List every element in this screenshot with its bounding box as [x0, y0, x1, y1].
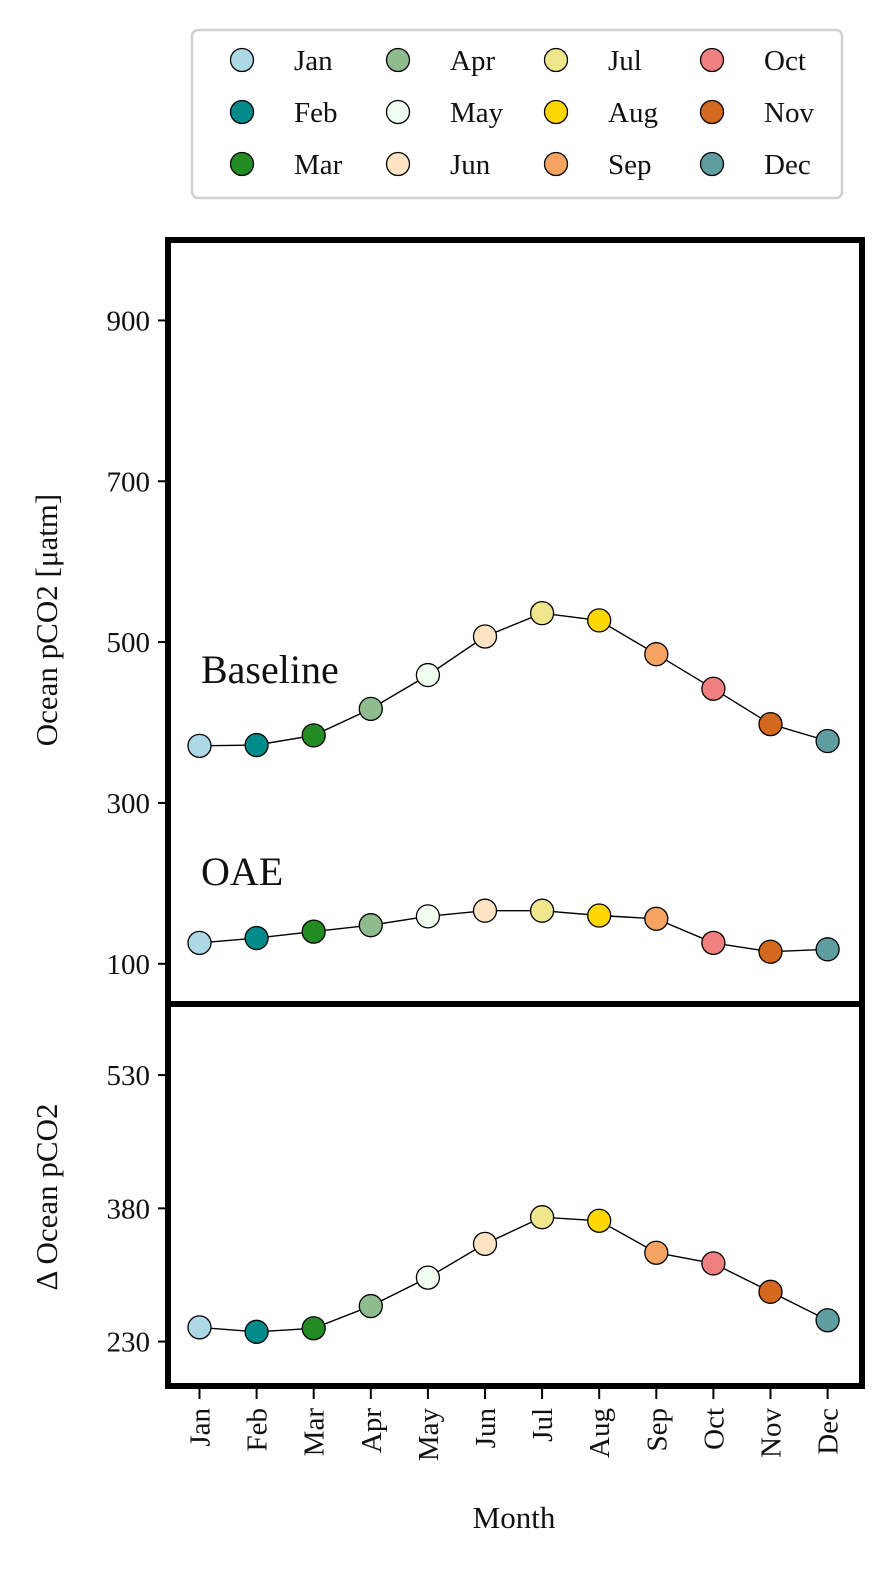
y-tick-label-0-100: 100	[107, 949, 151, 981]
point-0-1-may	[415, 904, 441, 929]
legend-label-apr: Apr	[450, 45, 495, 77]
point-0-0-dec	[815, 728, 840, 754]
annotation-baseline: Baseline	[201, 647, 339, 692]
series-line-0-1	[199, 910, 828, 953]
legend-marker-jun	[385, 151, 411, 177]
x-tick-label-dec: Dec	[813, 1408, 845, 1455]
point-0-0-aug	[587, 608, 612, 633]
point-0-1-aug	[587, 903, 612, 928]
y-tick-label-1-230: 230	[107, 1327, 151, 1359]
legend-marker-aug	[543, 99, 569, 125]
y-tick-label-0-700: 700	[107, 466, 151, 498]
legend-label-sep: Sep	[608, 149, 652, 181]
delta-panel: 230 380 530	[107, 1001, 865, 1389]
legend-label-may: May	[450, 97, 504, 129]
point-0-0-jan	[187, 733, 212, 758]
point-0-0-feb	[244, 732, 269, 758]
y-tick-label-0-300: 300	[107, 788, 151, 820]
legend-frame	[190, 28, 844, 200]
legend-label-feb: Feb	[294, 97, 338, 129]
point-1-0-jun	[472, 1231, 498, 1257]
x-tick-label-apr: Apr	[356, 1408, 388, 1453]
legend-marker-jul	[543, 47, 569, 73]
y-tick-label-1-380: 380	[107, 1193, 151, 1225]
x-tick-label-sep: Sep	[641, 1408, 673, 1452]
legend-marker-sep	[543, 151, 569, 177]
legend-marker-feb	[229, 99, 255, 125]
legend-label-dec: Dec	[764, 149, 811, 181]
x-axis: Jan Feb Mar Apr May Jun Jul Aug Sep Oct Nov Dec	[185, 1389, 845, 1461]
legend: Jan Feb Mar Apr May Jun Jul Aug Sep Oct Nov Dec	[190, 28, 844, 200]
point-0-0-nov	[758, 711, 783, 737]
baseline-oae-panel: 100 300 500 700 900 Baseline OAE	[107, 237, 865, 1007]
point-0-1-feb	[244, 925, 269, 951]
legend-marker-jan	[229, 47, 255, 73]
point-0-0-oct	[701, 676, 726, 701]
panel-frame-1	[165, 1001, 865, 1389]
legend-label-jul: Jul	[608, 45, 642, 77]
legend-marker-oct	[699, 47, 725, 73]
legend-label-jun: Jun	[450, 149, 491, 181]
legend-marker-apr	[385, 47, 411, 73]
point-0-0-mar	[301, 723, 326, 748]
x-tick-label-oct: Oct	[698, 1408, 730, 1450]
point-1-0-jan	[187, 1315, 212, 1340]
legend-label-oct: Oct	[764, 45, 806, 77]
series-line-1-0	[199, 1216, 828, 1333]
point-1-0-may	[415, 1265, 441, 1290]
point-1-0-nov	[758, 1279, 783, 1304]
y-axis-label-bottom: Δ Ocean pCO2	[29, 1104, 64, 1291]
x-tick-label-mar: Mar	[299, 1408, 331, 1457]
legend-label-aug: Aug	[608, 97, 658, 129]
point-0-0-jul	[529, 601, 555, 626]
x-tick-label-may: May	[413, 1408, 445, 1462]
x-tick-label-nov: Nov	[756, 1408, 788, 1458]
y-tick-label-0-500: 500	[107, 627, 151, 659]
legend-marker-nov	[699, 99, 725, 125]
x-tick-label-jul: Jul	[527, 1408, 559, 1442]
point-1-0-mar	[301, 1316, 326, 1341]
point-0-1-mar	[301, 919, 326, 944]
point-0-0-sep	[644, 642, 669, 667]
point-0-1-oct	[701, 930, 726, 956]
legend-marker-dec	[699, 151, 725, 177]
point-1-0-feb	[244, 1319, 269, 1344]
point-0-1-jul	[529, 898, 555, 923]
legend-marker-mar	[229, 151, 255, 177]
point-0-0-may	[415, 662, 441, 688]
x-tick-label-aug: Aug	[584, 1408, 616, 1458]
point-0-1-apr	[358, 913, 383, 938]
point-0-0-apr	[358, 696, 383, 722]
legend-label-jan: Jan	[294, 45, 333, 77]
y-tick-label-1-530: 530	[107, 1060, 151, 1092]
point-0-1-dec	[815, 937, 840, 962]
annotation-oae: OAE	[201, 849, 283, 894]
legend-label-nov: Nov	[764, 97, 814, 129]
point-1-0-aug	[587, 1208, 612, 1233]
x-axis-label: Month	[473, 1500, 556, 1535]
y-tick-label-0-900: 900	[107, 305, 151, 337]
x-tick-label-jun: Jun	[470, 1408, 502, 1449]
point-0-1-jan	[187, 930, 212, 956]
y-axis-label-top: Ocean pCO2 [μatm]	[29, 494, 64, 746]
x-tick-label-feb: Feb	[242, 1408, 274, 1452]
legend-label-mar: Mar	[294, 149, 343, 181]
point-1-0-apr	[358, 1293, 383, 1319]
point-0-0-jun	[472, 624, 498, 649]
point-1-0-sep	[644, 1240, 669, 1265]
point-1-0-jul	[529, 1205, 555, 1230]
point-0-1-nov	[758, 939, 783, 964]
legend-marker-may	[385, 99, 411, 125]
x-tick-label-jan: Jan	[185, 1408, 217, 1447]
point-0-1-jun	[472, 898, 498, 923]
point-0-1-sep	[644, 906, 669, 931]
point-1-0-dec	[815, 1308, 840, 1333]
point-1-0-oct	[701, 1251, 726, 1276]
